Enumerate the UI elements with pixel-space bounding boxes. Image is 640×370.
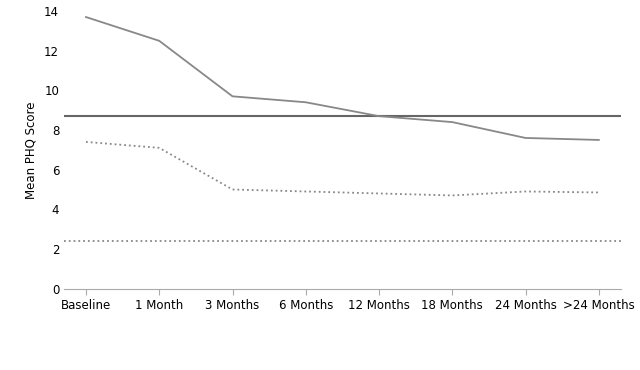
Y-axis label: Mean PHQ Score: Mean PHQ Score bbox=[24, 101, 37, 199]
Legend: Depression, No Depression: Depression, No Depression bbox=[210, 366, 475, 370]
